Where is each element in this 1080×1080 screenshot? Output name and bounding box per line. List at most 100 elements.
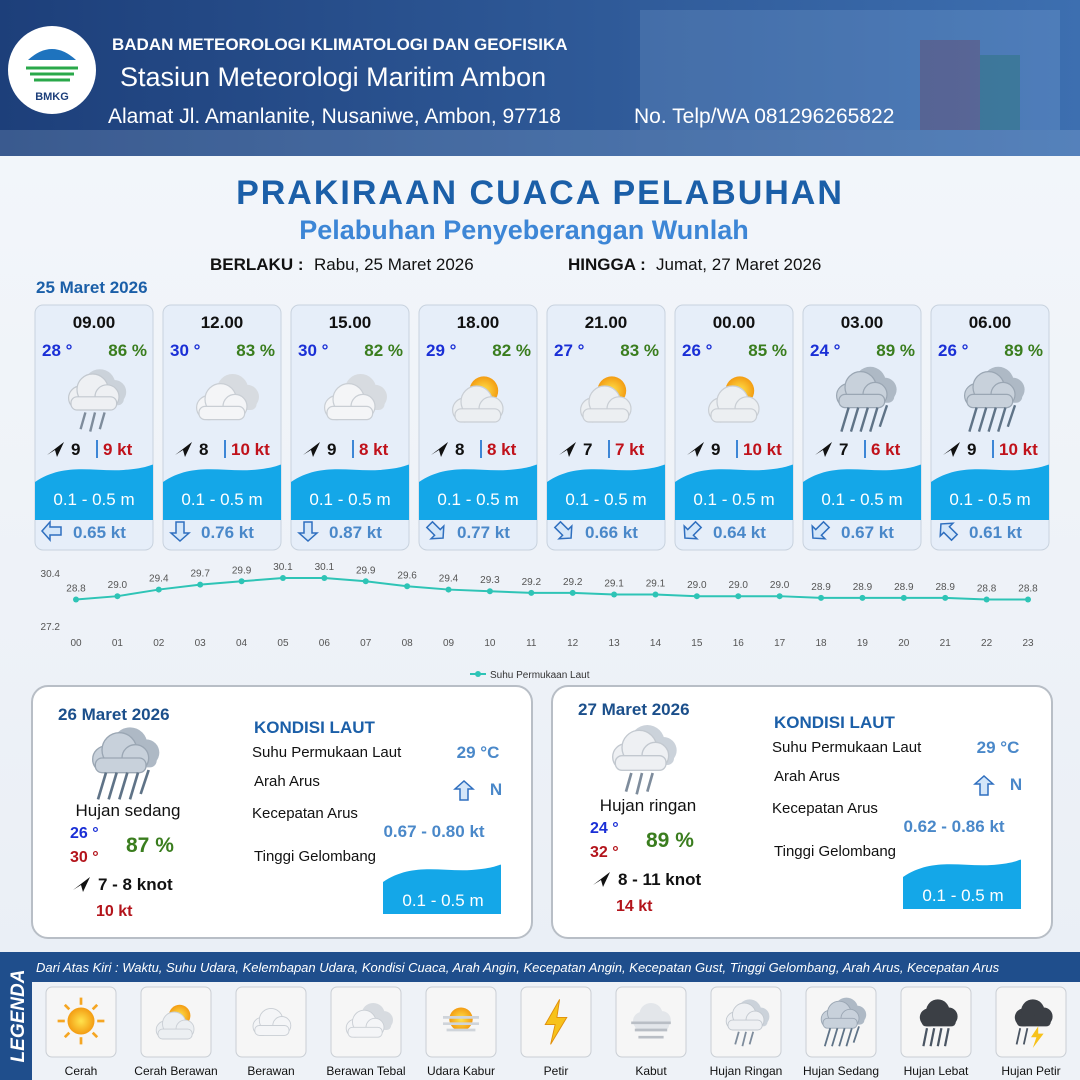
day-wind: 7 - 8 knot [98, 875, 173, 894]
card-wave: 0.1 - 0.5 m [309, 490, 390, 509]
current-arrow [169, 521, 191, 543]
card-temp: 26 ° [682, 341, 713, 360]
header-banner [0, 0, 1080, 156]
data-label: 29.2 [522, 577, 542, 588]
current-arrow [425, 520, 445, 540]
data-label: 29.7 [190, 569, 210, 580]
legend-item: Hujan Ringan [710, 986, 782, 1078]
data-point [900, 594, 907, 601]
data-label: 28.9 [853, 582, 873, 593]
data-point [818, 594, 825, 601]
sst-label: Suhu Permukaan Laut [772, 739, 922, 756]
wind-arrow [815, 442, 832, 457]
x-tick-label: 12 [567, 638, 579, 649]
current-arrow [683, 520, 703, 540]
current-arrow [553, 520, 573, 540]
legend-items: Cerah Cerah Berawan Berawan Berawan Tebal Ud… [45, 986, 1067, 1078]
legend-item: Petir [520, 986, 592, 1078]
x-tick-label: 17 [774, 638, 786, 649]
data-label: 28.9 [811, 582, 831, 593]
day-panel: 27 Maret 2026 Hujan ringan 24 ° 32 ° 89 % 8 -… [551, 685, 1053, 939]
current-arrow [453, 779, 475, 801]
x-tick-label: 14 [650, 638, 662, 649]
data-point [652, 591, 659, 598]
wave-area [903, 859, 1021, 909]
data-label: 29.0 [108, 580, 128, 591]
legend-item: Berawan Tebal [326, 986, 406, 1078]
data-point [362, 578, 369, 585]
phone: No. Telp/WA 081296265822 [634, 105, 894, 128]
card-time: 06.00 [969, 313, 1012, 332]
valid-to: Jumat, 27 Maret 2026 [656, 255, 821, 274]
card-temp: 28 ° [42, 341, 73, 360]
wave-area [931, 464, 1049, 520]
legend-label: Cerah Berawan [134, 1064, 217, 1078]
x-tick-label: 06 [319, 638, 331, 649]
dir-label: Arah Arus [254, 773, 320, 790]
legend-description: Dari Atas Kiri : Waktu, Suhu Udara, Kele… [36, 960, 1000, 975]
card-gust: 6 kt [871, 440, 901, 459]
data-label: 28.8 [1018, 584, 1038, 595]
data-point [611, 591, 618, 598]
current-arrow [973, 774, 995, 796]
legend-item: Berawan [235, 986, 307, 1078]
day-weather: Hujan sedang [76, 801, 181, 820]
day-date: 27 Maret 2026 [578, 700, 690, 719]
day1-date: 25 Maret 2026 [36, 278, 148, 297]
wind-arrow [303, 442, 320, 457]
x-tick-label: 10 [484, 638, 496, 649]
speed-value: 0.62 - 0.86 kt [903, 817, 1004, 836]
wind-arrow [47, 442, 64, 457]
card-time: 15.00 [329, 313, 372, 332]
x-tick-label: 11 [526, 638, 537, 649]
header-scenery [0, 10, 1080, 156]
card-gust: 8 kt [359, 440, 389, 459]
x-tick-label: 01 [112, 638, 124, 649]
day-humidity: 87 % [126, 834, 174, 857]
data-point [114, 593, 121, 600]
valid-from-label: BERLAKU : [210, 255, 304, 274]
day-temp-max: 32 ° [590, 844, 619, 861]
card-current: 0.76 kt [201, 523, 254, 542]
card-wind: 7 [839, 440, 848, 459]
card-temp: 27 ° [554, 341, 585, 360]
wind-arrow [73, 877, 90, 892]
day-humidity: 89 % [646, 829, 694, 852]
sea-title: KONDISI LAUT [774, 713, 896, 732]
data-point [73, 596, 79, 603]
card-humidity: 82 % [492, 341, 531, 360]
card-time: 03.00 [841, 313, 884, 332]
data-point [569, 589, 576, 596]
day-date: 26 Maret 2026 [58, 705, 170, 724]
legend-item: Hujan Petir [995, 986, 1067, 1078]
logo-circle [8, 26, 96, 114]
card-wave: 0.1 - 0.5 m [565, 490, 646, 509]
data-label: 29.6 [397, 570, 417, 581]
card-current: 0.66 kt [585, 523, 638, 542]
sst-value: 29 °C [457, 743, 500, 762]
data-point [404, 583, 411, 590]
valid-from: Rabu, 25 Maret 2026 [314, 255, 474, 274]
daily-panels: 26 Maret 2026 Hujan sedang 26 ° 30 ° 87 % 7 -… [31, 685, 1053, 939]
data-point [1025, 596, 1031, 603]
logo-text: BMKG [35, 91, 69, 103]
card-wave: 0.1 - 0.5 m [437, 490, 518, 509]
data-label: 28.9 [935, 582, 955, 593]
card-current: 0.65 kt [73, 523, 126, 542]
speed-label: Kecepatan Arus [772, 800, 878, 817]
legend-label: Hujan Lebat [904, 1064, 969, 1078]
address: Alamat Jl. Amanlanite, Nusaniwe, Ambon, … [108, 105, 561, 128]
day-temp-min: 24 ° [590, 820, 619, 837]
legend-item: Udara Kabur [425, 986, 497, 1078]
wave-value: 0.1 - 0.5 m [922, 886, 1003, 905]
legend-label: Berawan [247, 1064, 294, 1078]
x-tick-label: 22 [981, 638, 993, 649]
sst-label: Suhu Permukaan Laut [252, 744, 402, 761]
subtitle: Pelabuhan Penyeberangan Wunlah [299, 215, 749, 245]
